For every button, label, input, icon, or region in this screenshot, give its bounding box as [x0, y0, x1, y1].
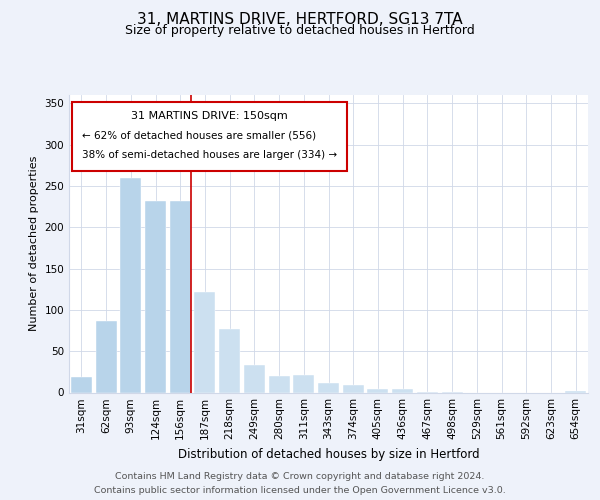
Y-axis label: Number of detached properties: Number of detached properties: [29, 156, 39, 332]
Bar: [95, 320, 116, 392]
Text: 38% of semi-detached houses are larger (334) →: 38% of semi-detached houses are larger (…: [82, 150, 337, 160]
FancyBboxPatch shape: [71, 102, 347, 171]
Text: 31 MARTINS DRIVE: 150sqm: 31 MARTINS DRIVE: 150sqm: [131, 112, 287, 122]
Bar: [170, 201, 191, 392]
Bar: [318, 384, 339, 392]
Bar: [565, 391, 586, 392]
Bar: [269, 376, 290, 392]
Bar: [293, 375, 314, 392]
Text: ← 62% of detached houses are smaller (556): ← 62% of detached houses are smaller (55…: [82, 130, 316, 140]
Text: Contains public sector information licensed under the Open Government Licence v3: Contains public sector information licen…: [94, 486, 506, 495]
Bar: [219, 329, 240, 392]
Bar: [367, 389, 388, 392]
Bar: [120, 178, 141, 392]
Bar: [71, 377, 92, 392]
Text: 31, MARTINS DRIVE, HERTFORD, SG13 7TA: 31, MARTINS DRIVE, HERTFORD, SG13 7TA: [137, 12, 463, 28]
Bar: [145, 201, 166, 392]
Bar: [392, 389, 413, 392]
Text: Contains HM Land Registry data © Crown copyright and database right 2024.: Contains HM Land Registry data © Crown c…: [115, 472, 485, 481]
Bar: [244, 365, 265, 392]
X-axis label: Distribution of detached houses by size in Hertford: Distribution of detached houses by size …: [178, 448, 479, 461]
Bar: [343, 385, 364, 392]
Bar: [194, 292, 215, 392]
Text: Size of property relative to detached houses in Hertford: Size of property relative to detached ho…: [125, 24, 475, 37]
